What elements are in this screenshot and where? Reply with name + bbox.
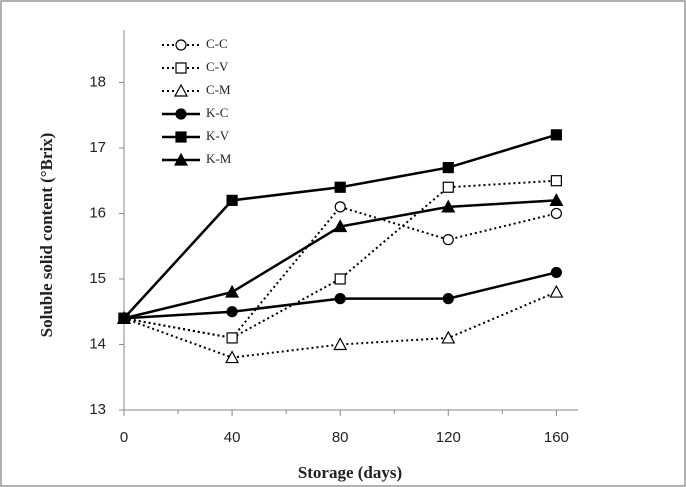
marker [442,181,454,193]
legend-label: K-V [206,128,230,143]
legend-label: C-V [206,59,229,74]
y-tick-label: 15 [89,270,106,287]
x-tick-label: 40 [224,429,241,446]
y-axis-label: Soluble solid content (°Brix) [37,133,56,338]
x-tick-label: 0 [120,429,128,446]
legend-label: K-M [206,151,232,166]
x-tick-label: 80 [332,429,349,446]
marker [549,284,564,298]
y-tick-label: 14 [89,335,106,352]
marker [226,332,238,344]
marker [226,306,238,318]
y-tick-label: 18 [89,73,106,90]
legend-label: C-M [206,82,231,97]
x-tick-label: 120 [436,429,461,446]
marker [333,219,348,233]
marker [334,201,346,213]
marker [175,131,187,143]
y-tick-label: 13 [89,401,106,418]
y-tick-label: 17 [89,139,106,156]
marker [334,273,346,285]
series-line [123,179,557,339]
marker [550,175,562,187]
marker [116,311,132,324]
marker [334,181,346,193]
legend-label: C-C [206,36,228,51]
marker [442,234,454,246]
x-axis-label: Storage (days) [298,463,402,482]
marker [441,199,456,213]
marker [550,266,562,279]
marker [550,207,562,220]
marker [550,129,562,141]
marker [549,193,564,206]
x-tick-label: 160 [544,429,569,446]
marker [333,337,348,351]
y-tick-label: 16 [89,204,106,221]
marker [442,293,454,305]
marker [173,152,189,166]
marker [442,161,454,174]
marker [175,39,187,51]
marker [173,83,189,97]
marker [225,284,240,298]
legend-label: K-C [206,105,228,120]
marker [175,62,187,74]
marker [441,330,456,344]
marker [225,350,240,364]
marker [175,108,187,120]
marker [334,293,346,305]
marker [226,194,238,206]
series-line [123,291,557,359]
